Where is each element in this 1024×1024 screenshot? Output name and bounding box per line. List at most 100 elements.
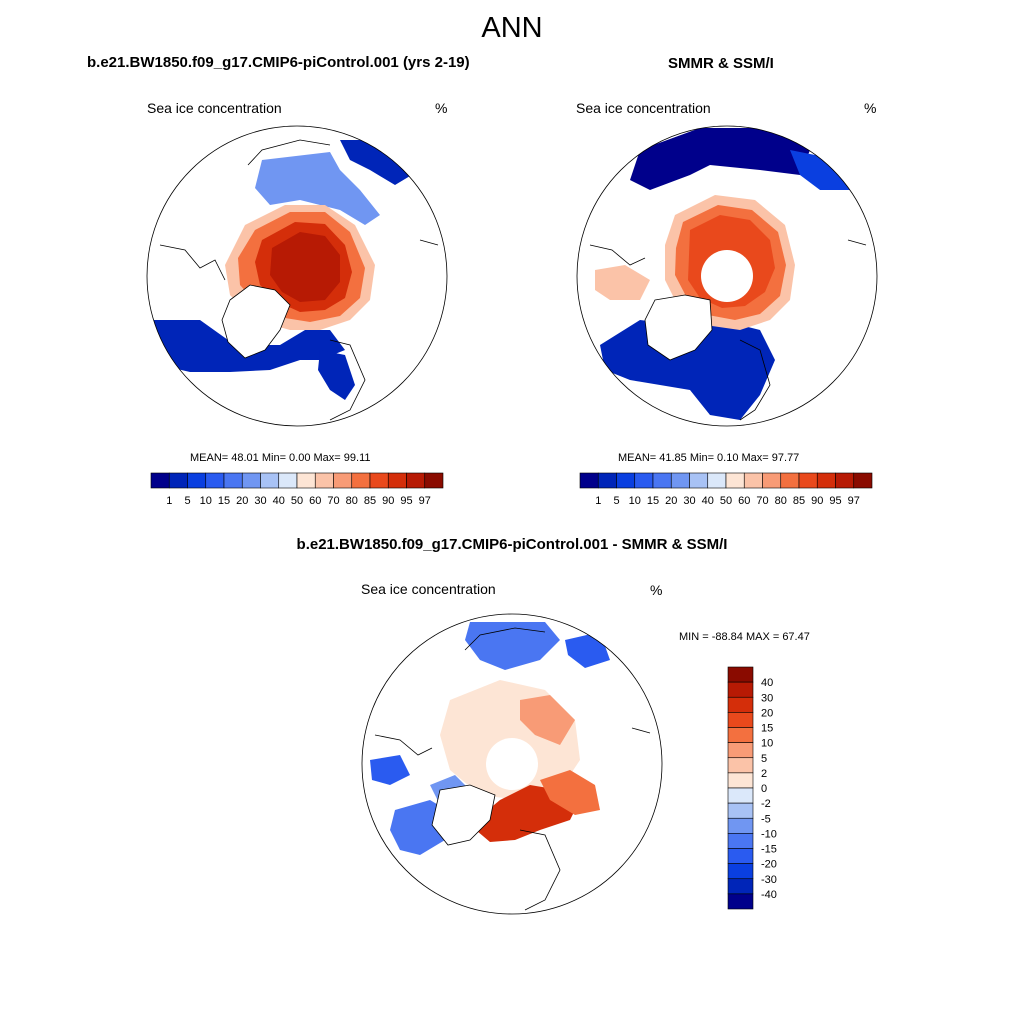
obs-colorbar-swatch (816, 472, 836, 489)
obs-colorbar-tick-label: 70 (756, 495, 768, 507)
obs-colorbar-tick-label: 85 (793, 495, 805, 507)
model-colorbar-swatch (241, 472, 261, 489)
model-colorbar-tick-label: 20 (236, 495, 248, 507)
figure-title: ANN (481, 12, 543, 44)
model-colorbar-tick-label: 90 (382, 495, 394, 507)
obs-colorbar-tick-label: 80 (775, 495, 787, 507)
diff-colorbar-swatch (727, 878, 754, 895)
diff-colorbar-swatch (727, 712, 754, 728)
obs-colorbar-swatch (670, 472, 690, 489)
diff-colorbar-swatch (727, 833, 754, 849)
obs-colorbar-swatch (780, 472, 800, 489)
obs-colorbar-swatch (835, 472, 855, 489)
obs-colorbar-swatch (743, 472, 763, 489)
obs-colorbar-tick-label: 40 (702, 495, 714, 507)
diff-stats: MIN = -88.84 MAX = 67.47 (679, 631, 810, 643)
model-ice-hudson (318, 350, 355, 400)
diff-colorbar-swatch (727, 787, 754, 804)
diff-pos-band (520, 695, 575, 745)
model-colorbar-swatch (333, 472, 353, 489)
diff-subtitle: Sea ice concentration (361, 581, 496, 597)
diff-colorbar-swatch (727, 802, 754, 819)
diff-colorbar-tick-label: -40 (761, 889, 777, 901)
obs-ice-deepblue-north (630, 128, 810, 190)
diff-colorbar-swatch (727, 727, 754, 743)
diff-colorbar-swatch (727, 681, 754, 698)
diff-colorbar-swatch (727, 863, 754, 880)
diff-greenland-land (431, 784, 496, 846)
model-colorbar-swatch (406, 472, 426, 489)
obs-colorbar-swatch (762, 472, 782, 489)
obs-panel-title: SMMR & SSM/I (668, 55, 774, 72)
model-colorbar-tick-label: 95 (400, 495, 412, 507)
model-colorbar-swatch (424, 472, 444, 489)
obs-colorbar-tick-label: 10 (629, 495, 641, 507)
model-colorbar-tick-label: 5 (184, 495, 190, 507)
model-colorbar-swatch (223, 472, 243, 489)
model-colorbar-swatch (168, 472, 188, 489)
obs-colorbar-swatch (798, 472, 818, 489)
diff-polar-map (361, 613, 663, 915)
model-units: % (435, 100, 448, 116)
model-colorbar-tick-label: 50 (291, 495, 303, 507)
diff-colorbar-swatch (727, 742, 754, 759)
obs-pole-hole (701, 250, 753, 302)
model-colorbar-tick-label: 60 (309, 495, 321, 507)
model-colorbar-swatch (314, 472, 334, 489)
diff-colorbar-tick-label: -15 (761, 844, 777, 856)
diff-colorbar-tick-label: 0 (761, 783, 767, 795)
model-ice-blue-pacific (255, 152, 380, 225)
model-colorbar-swatch (278, 472, 298, 489)
obs-colorbar-swatch (597, 472, 617, 489)
diff-colorbar-tick-label: 40 (761, 677, 773, 689)
diff-colorbar-tick-label: 20 (761, 707, 773, 719)
diff-neg-west (370, 755, 410, 785)
model-colorbar-swatch (205, 472, 225, 489)
obs-colorbar-tick-label: 30 (683, 495, 695, 507)
model-colorbar-swatch (260, 472, 280, 489)
diff-colorbar-swatch (727, 666, 754, 683)
obs-colorbar-tick-label: 50 (720, 495, 732, 507)
diff-colorbar-tick-label: 15 (761, 723, 773, 735)
diff-colorbar-tick-label: 10 (761, 738, 773, 750)
diff-colorbar-tick-label: -20 (761, 859, 777, 871)
obs-greenland-land (644, 294, 713, 361)
obs-colorbar-swatch (689, 472, 709, 489)
model-subtitle: Sea ice concentration (147, 100, 282, 116)
model-colorbar-tick-label: 85 (364, 495, 376, 507)
obs-colorbar-swatch (853, 472, 873, 489)
diff-units: % (650, 582, 663, 598)
obs-colorbar-swatch (707, 472, 727, 489)
model-colorbar-swatch (351, 472, 371, 489)
obs-colorbar-tick-label: 60 (738, 495, 750, 507)
diff-colorbar-tick-label: -30 (761, 874, 777, 886)
model-ice-core (270, 232, 340, 302)
diff-colorbar-swatch (727, 757, 754, 774)
diff-pos-right (540, 770, 600, 815)
obs-colorbar-swatch (579, 472, 599, 489)
diff-pole-hole (486, 738, 538, 790)
diff-colorbar-tick-label: -2 (761, 798, 771, 810)
diff-colorbar-tick-label: 5 (761, 753, 767, 765)
obs-ice-deepblue-atlantic (600, 320, 775, 420)
model-colorbar-tick-label: 1 (166, 495, 172, 507)
model-colorbar-swatch (296, 472, 316, 489)
obs-colorbar-tick-label: 5 (613, 495, 619, 507)
model-colorbar-swatch (369, 472, 389, 489)
diff-colorbar-tick-label: 30 (761, 692, 773, 704)
model-colorbar-swatch (150, 472, 170, 489)
model-colorbar-tick-label: 10 (200, 495, 212, 507)
model-colorbar: 1 5 10 15 20 30 40 50 60 70 80 85 90 95 97 (150, 472, 444, 507)
obs-subtitle: Sea ice concentration (576, 100, 711, 116)
diff-colorbar-tick-label: -5 (761, 813, 771, 825)
obs-colorbar: 1 5 10 15 20 30 40 50 60 70 80 85 90 95 97 (579, 472, 873, 507)
obs-colorbar-swatch (616, 472, 636, 489)
diff-colorbar-swatch (727, 893, 754, 910)
diff-colorbar-swatch (727, 817, 754, 834)
diff-colorbar-swatch (727, 848, 754, 864)
obs-colorbar-swatch (652, 472, 672, 489)
model-colorbar-tick-label: 80 (346, 495, 358, 507)
diff-colorbar-tick-label: -10 (761, 828, 777, 840)
obs-colorbar-swatch (725, 472, 745, 489)
